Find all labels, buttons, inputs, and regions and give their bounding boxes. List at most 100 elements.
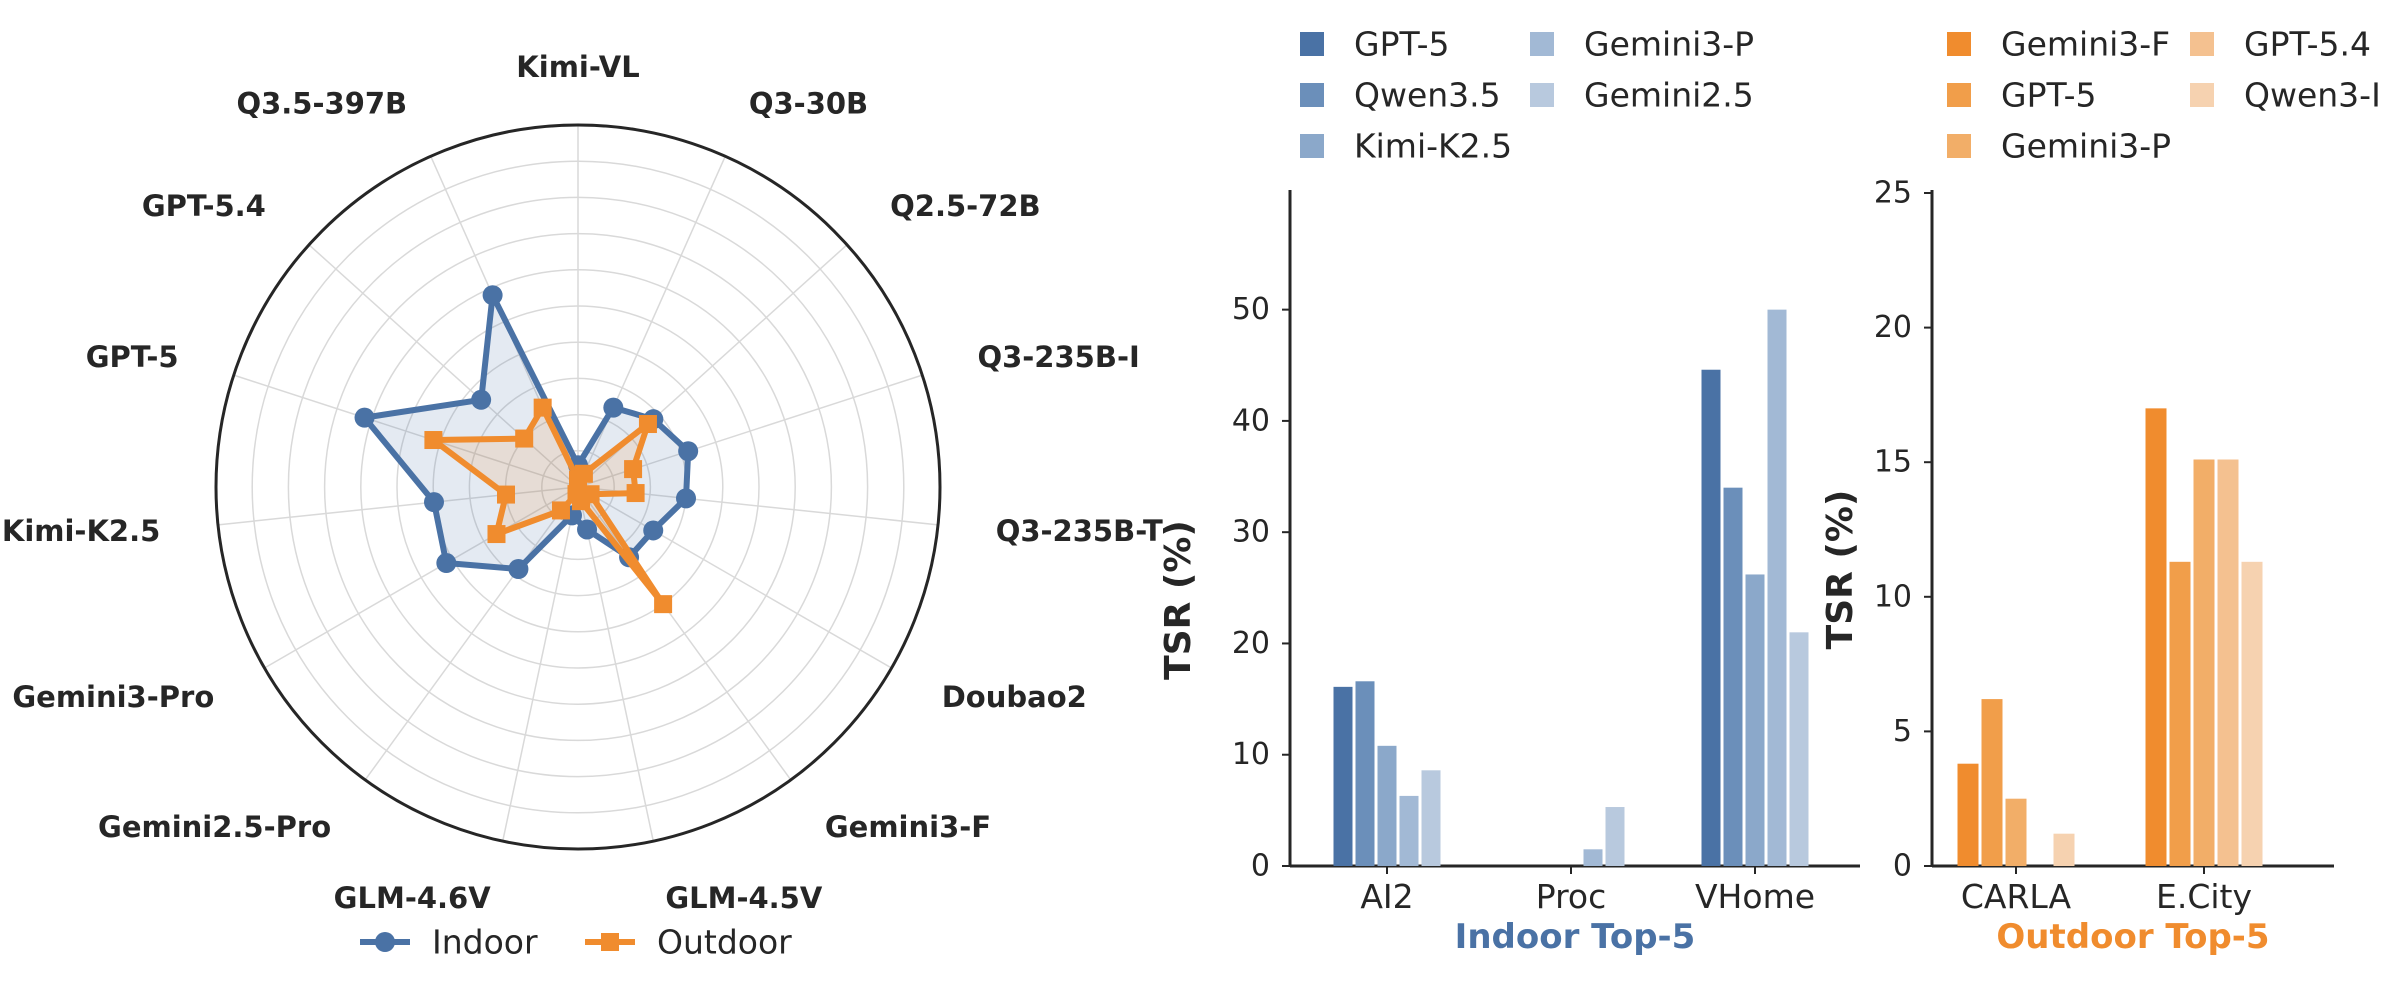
bar-gpt-5-4-e-city xyxy=(2217,459,2239,866)
legend-swatch-gemini3-p xyxy=(1947,134,1971,158)
radar-spoke-label: Kimi-K2.5 xyxy=(2,514,160,548)
radar-point-outdoor xyxy=(515,429,534,448)
bar-gemini2-5-vhome xyxy=(1789,632,1809,866)
bar-gemini2-5-proc xyxy=(1605,807,1625,866)
radar-point-indoor xyxy=(423,492,444,513)
radar-point-outdoor xyxy=(567,485,586,504)
bar-gemini3-p-e-city xyxy=(2193,459,2215,866)
bar-kimi-k2-5-vhome xyxy=(1745,574,1765,866)
radar-point-outdoor xyxy=(424,431,443,450)
radar-point-indoor xyxy=(354,407,375,428)
y-tick-label: 10 xyxy=(1874,579,1912,614)
radar-point-outdoor xyxy=(487,525,506,544)
bar-gemini3-p-proc xyxy=(1583,849,1603,866)
radar-point-indoor xyxy=(678,441,699,462)
radar-legend-marker-outdoor xyxy=(601,933,619,951)
radar-point-indoor xyxy=(436,553,457,574)
radar-spoke-label: GPT-5.4 xyxy=(142,189,266,223)
radar-spoke-line xyxy=(577,486,892,669)
bar-gemini3-p-ai2 xyxy=(1399,795,1419,866)
bar-kimi-k2-5-ai2 xyxy=(1377,745,1397,866)
radar-spoke-label: Doubao2 xyxy=(942,680,1087,714)
legend-label-kimi-k2-5: Kimi-K2.5 xyxy=(1354,127,1512,166)
radar-legend-label: Indoor xyxy=(432,923,538,962)
radar-spoke-label: GLM-4.6V xyxy=(334,881,492,915)
y-tick-label: 10 xyxy=(1232,737,1270,772)
legend-swatch-gemini3-p xyxy=(1530,32,1554,56)
legend-label-gpt-5-4: GPT-5.4 xyxy=(2244,25,2371,64)
y-tick-label: 0 xyxy=(1251,849,1270,884)
radar-legend-marker-indoor xyxy=(375,932,395,952)
radar-spoke-line xyxy=(577,155,726,488)
bar-gpt-5-e-city xyxy=(2169,561,2191,866)
group-title: Indoor Top-5 xyxy=(1455,917,1696,957)
radar-spoke-line xyxy=(217,486,579,526)
bar-qwen3-i-e-city xyxy=(2241,561,2263,866)
legend-label-qwen3-i: Qwen3-I xyxy=(2244,76,2381,115)
radar-chart: Kimi-VL Q3-30B Q2.5-72B Q3-235B-I Q3-235B-T D… xyxy=(2,50,1163,915)
y-axis-title: TSR (%) xyxy=(1158,520,1199,680)
radar-spoke-line xyxy=(577,486,654,842)
radar-point-indoor xyxy=(577,519,598,540)
y-tick-label: 15 xyxy=(1874,445,1912,480)
radar-spoke-line xyxy=(364,486,579,781)
y-tick-label: 25 xyxy=(1874,176,1912,211)
y-tick-label: 0 xyxy=(1893,849,1912,884)
radar-spoke-label: Q3-235B-T xyxy=(996,514,1163,548)
radar-spoke-label: Q2.5-72B xyxy=(890,189,1041,223)
bar-gpt-5-carla xyxy=(1981,699,2003,866)
legend-label-qwen3-5: Qwen3.5 xyxy=(1354,76,1501,115)
radar-spoke-label: Gemini2.5-Pro xyxy=(98,810,331,844)
legend-swatch-gpt-5 xyxy=(1947,83,1971,107)
y-tick-label: 20 xyxy=(1232,626,1270,661)
legend-swatch-kimi-k2-5 xyxy=(1300,134,1324,158)
y-axis-title: TSR (%) xyxy=(1820,490,1861,650)
radar-point-outdoor xyxy=(551,501,570,520)
radar-spoke-line xyxy=(577,486,792,781)
bar-gpt-5-vhome xyxy=(1701,369,1721,866)
radar-spoke-label: Q3-30B xyxy=(749,86,868,120)
radar-point-outdoor xyxy=(654,595,673,614)
legend-swatch-gpt-5-4 xyxy=(2190,32,2214,56)
radar-spoke-label: Gemini3-Pro xyxy=(12,680,214,714)
bar-gemini3-p-vhome xyxy=(1767,309,1787,866)
legend-swatch-gemini2-5 xyxy=(1530,83,1554,107)
legend-label-gpt-5: GPT-5 xyxy=(1354,25,1450,64)
y-tick-label: 50 xyxy=(1232,292,1270,327)
bar-gemini2-5-ai2 xyxy=(1421,770,1441,866)
radar-outer-ring xyxy=(214,123,942,851)
radar-point-outdoor xyxy=(638,415,657,434)
y-tick-label: 20 xyxy=(1874,310,1912,345)
y-tick-label: 30 xyxy=(1232,515,1270,550)
group-title: Outdoor Top-5 xyxy=(1996,917,2269,957)
radar-point-outdoor xyxy=(626,484,645,503)
legend-swatch-gemini3-f xyxy=(1947,32,1971,56)
bar-qwen3-i-carla xyxy=(2053,833,2075,866)
radar-point-indoor xyxy=(676,488,697,509)
y-tick-label: 5 xyxy=(1893,714,1912,749)
bar-gpt-5-ai2 xyxy=(1333,686,1353,866)
radar-point-indoor xyxy=(643,520,664,541)
radar-point-indoor xyxy=(471,389,492,410)
radar-point-indoor xyxy=(482,285,503,306)
legend-label-gpt-5: GPT-5 xyxy=(2001,76,2097,115)
radar-point-outdoor xyxy=(496,485,515,504)
radar-point-indoor xyxy=(603,397,624,418)
x-category-label: AI2 xyxy=(1360,877,1413,916)
radar-point-outdoor xyxy=(624,460,643,479)
legend-swatch-qwen3-i xyxy=(2190,83,2214,107)
legend-label-gemini3-f: Gemini3-F xyxy=(2001,25,2170,64)
bar-gemini3-f-carla xyxy=(1957,763,1979,866)
bar-gemini3-p-carla xyxy=(2005,798,2027,866)
y-tick-label: 40 xyxy=(1232,403,1270,438)
radar-spoke-label: Q3-235B-I xyxy=(977,340,1139,374)
radar-point-outdoor xyxy=(574,464,593,483)
radar-spoke-label: GPT-5 xyxy=(86,340,179,374)
legend-swatch-qwen3-5 xyxy=(1300,83,1324,107)
x-category-label: CARLA xyxy=(1961,877,2072,916)
x-category-label: Proc xyxy=(1536,877,1607,916)
x-category-label: VHome xyxy=(1695,877,1815,916)
